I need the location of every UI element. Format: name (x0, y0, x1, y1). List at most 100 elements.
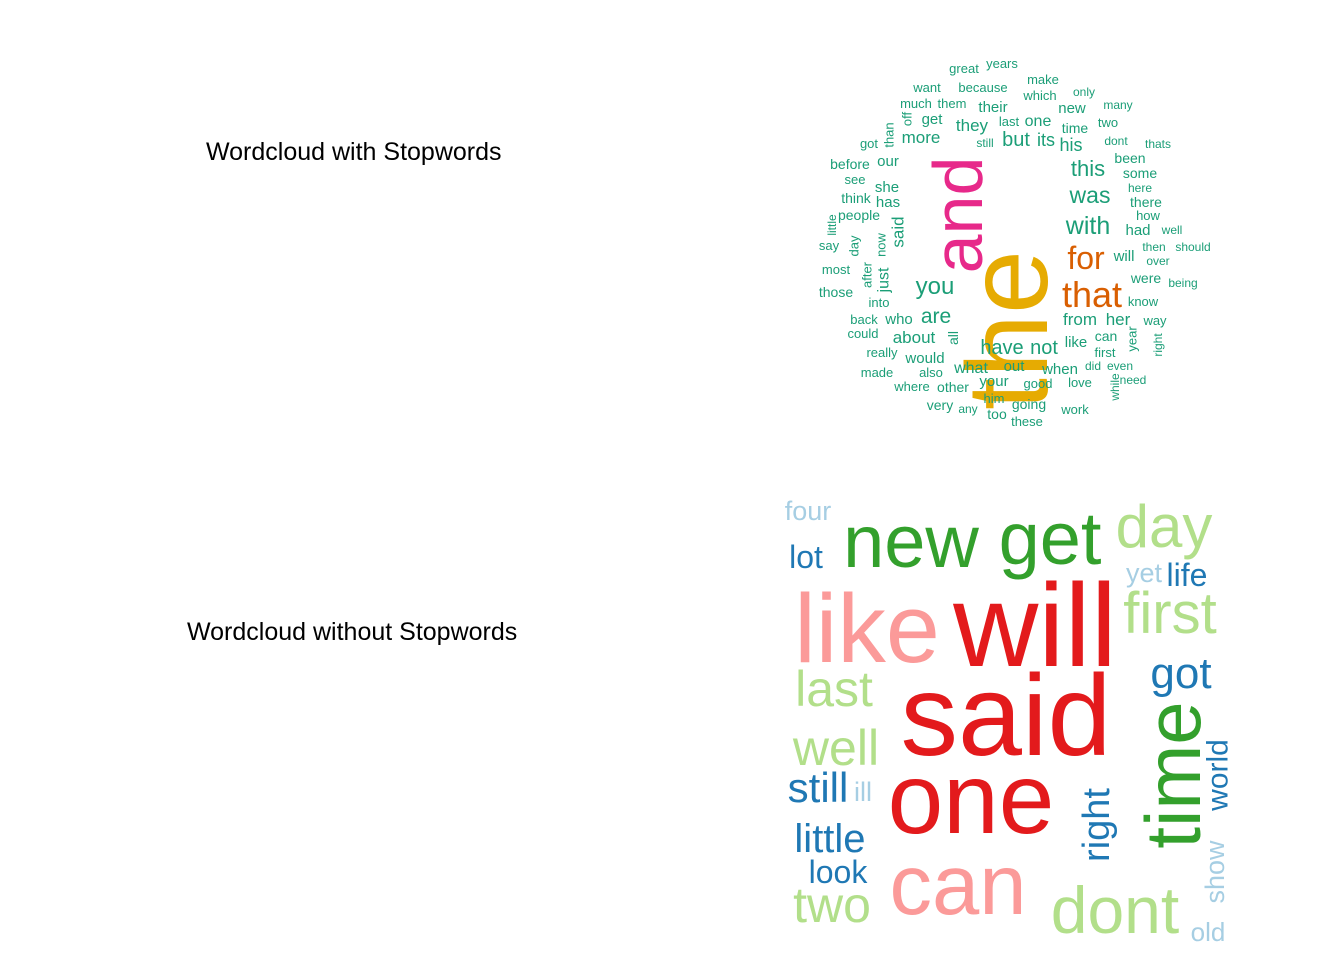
word-for: for (1067, 240, 1105, 276)
word-make: make (1027, 72, 1059, 87)
word-little: little (794, 817, 865, 861)
word-too: too (987, 406, 1007, 422)
word-very: very (927, 397, 953, 413)
word-time: time (1062, 120, 1089, 136)
word-into: into (869, 295, 890, 310)
word-them: them (938, 96, 967, 111)
word-made: made (861, 365, 894, 380)
word-said: said (889, 216, 908, 247)
word-year: year (1125, 326, 1140, 352)
word-going: going (1012, 396, 1046, 412)
word-way: way (1142, 313, 1167, 328)
word-get: get (999, 497, 1102, 580)
word-the: the (944, 250, 1072, 410)
word-one: one (888, 743, 1055, 855)
word-some: some (1123, 165, 1157, 181)
word-first: first (1123, 581, 1216, 646)
word-day: day (847, 235, 862, 256)
word-could: could (847, 326, 878, 341)
word-this: this (1071, 156, 1105, 181)
word-and: and (919, 157, 997, 274)
word-they: they (956, 116, 989, 135)
word-which: which (1022, 88, 1056, 103)
word-your: your (979, 373, 1008, 390)
word-even: even (1107, 359, 1133, 373)
word-old: old (1191, 917, 1226, 947)
word-have: have (980, 337, 1023, 359)
word-should: should (1175, 240, 1210, 254)
word-yet: yet (1126, 558, 1163, 588)
word-you: you (916, 273, 955, 300)
word-while: while (1108, 373, 1122, 402)
word-there: there (1130, 194, 1162, 210)
word-little: little (825, 214, 839, 236)
word-life: life (1167, 557, 1208, 593)
word-much: much (900, 96, 932, 111)
word-after: after (860, 261, 875, 288)
word-also: also (919, 365, 943, 380)
word-who: who (884, 311, 913, 328)
word-ill: ill (854, 777, 872, 807)
word-been: been (1114, 150, 1145, 166)
word-two: two (1098, 115, 1118, 130)
word-those: those (819, 284, 853, 300)
word-like: like (1065, 334, 1088, 351)
word-has: has (876, 194, 900, 211)
word-about: about (893, 328, 936, 347)
word-dont: dont (1051, 873, 1179, 947)
word-only: only (1073, 85, 1095, 99)
word-our: our (877, 153, 899, 170)
word-new: new (843, 500, 979, 583)
word-people: people (838, 207, 880, 223)
word-but: but (1002, 129, 1030, 151)
word-where: where (893, 379, 929, 394)
word-being: being (1168, 276, 1197, 290)
word-think: think (841, 190, 872, 206)
word-four: four (785, 496, 832, 526)
word-because: because (958, 80, 1007, 95)
word-one: one (1025, 113, 1052, 130)
word-work: work (1060, 402, 1089, 417)
word-will: will (1113, 248, 1135, 265)
word-world: world (1202, 739, 1235, 812)
word-lot: lot (789, 539, 823, 575)
word-before: before (830, 156, 870, 172)
word-more: more (902, 128, 941, 147)
word-good: good (1024, 376, 1053, 391)
word-still: still (788, 764, 849, 811)
word-what: what (953, 360, 988, 377)
word-new: new (1058, 100, 1086, 117)
word-right: right (1151, 333, 1165, 357)
word-well: well (1161, 223, 1183, 237)
word-dont: dont (1104, 134, 1128, 148)
word-over: over (1146, 254, 1169, 268)
word-time: time (1129, 701, 1217, 848)
word-would: would (904, 350, 944, 367)
word-were: were (1130, 270, 1162, 286)
word-years: years (986, 56, 1018, 71)
word-all: all (945, 331, 961, 345)
word-last: last (795, 661, 873, 717)
word-other: other (937, 379, 969, 395)
word-right: right (1076, 788, 1118, 862)
word-like: like (794, 574, 940, 683)
word-say: say (819, 238, 840, 253)
wordcloud-title-with-stopwords: Wordcloud with Stopwords (206, 138, 502, 166)
word-from: from (1063, 310, 1097, 329)
word-day: day (1116, 493, 1213, 560)
word-when: when (1041, 361, 1078, 378)
word-was: was (1069, 182, 1111, 208)
word-then: then (1142, 240, 1165, 254)
word-said: said (901, 652, 1112, 780)
word-now: now (874, 232, 889, 256)
word-know: know (1128, 294, 1159, 309)
word-two: two (793, 877, 871, 933)
word-want: want (912, 80, 941, 95)
word-did: did (1085, 359, 1101, 373)
word-need: need (1120, 373, 1147, 387)
word-got: got (1150, 649, 1211, 698)
wordcloud-title-without-stopwords: Wordcloud without Stopwords (187, 618, 518, 646)
